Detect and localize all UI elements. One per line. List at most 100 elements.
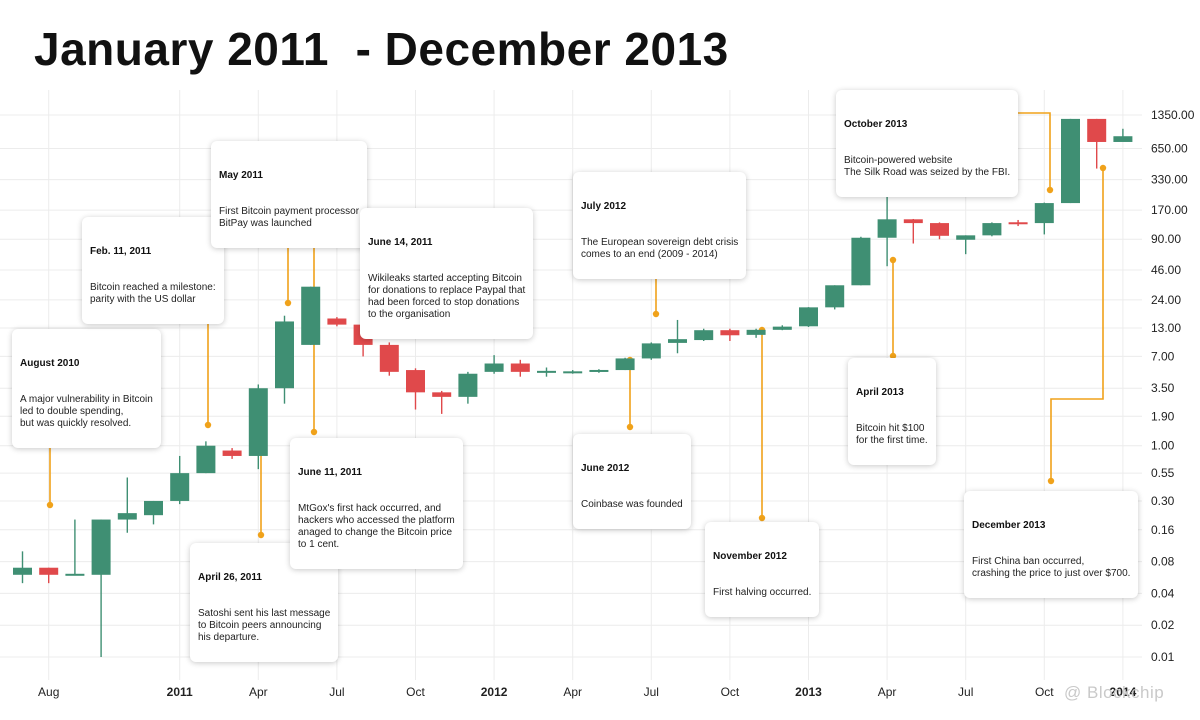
annotation-text: Bitcoin hit $100 for the first time. bbox=[856, 423, 928, 446]
candle-body bbox=[982, 223, 1002, 236]
candle-body bbox=[170, 473, 190, 501]
candle-body bbox=[746, 329, 766, 335]
candle-body bbox=[615, 358, 635, 371]
candle-body bbox=[956, 235, 976, 240]
candle-body bbox=[772, 326, 792, 330]
candle-body bbox=[91, 519, 111, 575]
annotation-jul-2012: July 2012 The European sovereign debt cr… bbox=[573, 172, 747, 279]
x-tick-label: Oct bbox=[406, 685, 425, 699]
x-tick-label: Jul bbox=[958, 685, 973, 699]
annotation-date: November 2012 bbox=[713, 551, 787, 562]
candle-body bbox=[379, 344, 399, 372]
candle-body bbox=[406, 370, 425, 393]
candle-body bbox=[641, 343, 661, 359]
annotation-dec-2013: December 2013 First China ban occurred, … bbox=[964, 491, 1139, 598]
y-tick-label: 650.00 bbox=[1151, 142, 1188, 156]
candle-body bbox=[327, 318, 347, 325]
x-tick-label: Apr bbox=[878, 685, 897, 699]
connector-dot bbox=[204, 421, 212, 429]
candle-body bbox=[825, 285, 845, 308]
annotation-text: Bitcoin reached a milestone: parity with… bbox=[90, 282, 216, 305]
y-tick-label: 0.30 bbox=[1151, 494, 1175, 508]
candle-body bbox=[877, 219, 897, 238]
annotation-text: Coinbase was founded bbox=[581, 499, 683, 510]
annotation-may-2011: May 2011 First Bitcoin payment processor… bbox=[211, 141, 368, 248]
candle-body bbox=[13, 567, 32, 575]
candle-body bbox=[799, 307, 818, 327]
annotation-date: August 2010 bbox=[20, 358, 80, 369]
candle-body bbox=[65, 573, 85, 576]
y-tick-label: 13.00 bbox=[1151, 321, 1181, 335]
x-tick-label: 2012 bbox=[481, 685, 508, 699]
candle-body bbox=[301, 286, 321, 345]
candle-body bbox=[1034, 203, 1054, 224]
y-tick-label: 3.50 bbox=[1151, 381, 1175, 395]
annotation-text: Bitcoin-powered website The Silk Road wa… bbox=[844, 155, 1011, 178]
x-tick-label: 2011 bbox=[167, 685, 193, 699]
annotation-date: June 14, 2011 bbox=[368, 237, 433, 248]
candle-body bbox=[903, 219, 923, 224]
x-tick-label: Jul bbox=[644, 685, 659, 699]
annotation-apr-2013: April 2013 Bitcoin hit $100 for the firs… bbox=[848, 358, 936, 465]
y-tick-label: 0.08 bbox=[1151, 555, 1175, 569]
candle-body bbox=[589, 369, 609, 372]
annotation-text: The European sovereign debt crisis comes… bbox=[581, 237, 739, 260]
y-tick-label: 0.02 bbox=[1151, 618, 1175, 632]
y-tick-label: 90.00 bbox=[1151, 232, 1181, 246]
candle-body bbox=[851, 237, 871, 286]
x-tick-label: Apr bbox=[563, 685, 582, 699]
candle-body bbox=[537, 370, 556, 373]
connector-dot bbox=[626, 423, 634, 431]
annotation-nov-2012: November 2012 First halving occurred. bbox=[705, 522, 820, 617]
y-tick-label: 1.90 bbox=[1151, 409, 1175, 423]
connector-dot bbox=[889, 256, 897, 264]
candle-body bbox=[144, 500, 163, 516]
annotation-date: December 2013 bbox=[972, 520, 1046, 531]
annotation-text: Wikileaks started accepting Bitcoin for … bbox=[368, 273, 526, 320]
connector-dot bbox=[889, 352, 897, 360]
y-tick-label: 1350.00 bbox=[1151, 108, 1195, 122]
x-tick-label: 2013 bbox=[795, 685, 822, 699]
candle-body bbox=[1087, 118, 1107, 142]
candle-body bbox=[1008, 222, 1028, 225]
annotation-date: April 26, 2011 bbox=[198, 572, 262, 583]
annotation-jun11-2011: June 11, 2011 MtGox's first hack occurre… bbox=[290, 438, 463, 569]
annotation-text: Satoshi sent his last message to Bitcoin… bbox=[198, 608, 331, 643]
x-tick-label: Apr bbox=[249, 685, 268, 699]
connector-dot bbox=[46, 501, 54, 509]
annotation-text: First Bitcoin payment processor BitPay w… bbox=[219, 206, 360, 229]
annotation-oct-2013: October 2013 Bitcoin-powered website The… bbox=[836, 90, 1019, 197]
annotation-text: A major vulnerability in Bitcoin led to … bbox=[20, 394, 153, 429]
connector-dot bbox=[758, 514, 766, 522]
candle-body bbox=[1061, 118, 1080, 204]
y-tick-label: 330.00 bbox=[1151, 173, 1188, 187]
annotation-date: Feb. 11, 2011 bbox=[90, 246, 152, 257]
y-tick-label: 0.55 bbox=[1151, 466, 1175, 480]
y-tick-label: 0.01 bbox=[1151, 650, 1175, 664]
y-tick-label: 46.00 bbox=[1151, 263, 1181, 277]
candle-body bbox=[1113, 136, 1133, 142]
candle-body bbox=[510, 363, 530, 372]
annotation-feb-2011: Feb. 11, 2011 Bitcoin reached a mileston… bbox=[82, 217, 224, 324]
annotation-date: June 2012 bbox=[581, 463, 630, 474]
watermark: @ Blockchip bbox=[1064, 683, 1165, 702]
candle-body bbox=[196, 445, 216, 474]
x-tick-label: Aug bbox=[38, 685, 59, 699]
connector-dot bbox=[310, 428, 318, 436]
annotation-jun14-2011: June 14, 2011 Wikileaks started acceptin… bbox=[360, 208, 534, 339]
annotation-date: April 2013 bbox=[856, 387, 904, 398]
connector-dot bbox=[284, 299, 292, 307]
annotation-text: First halving occurred. bbox=[713, 587, 812, 598]
candle-body bbox=[668, 339, 687, 343]
candle-body bbox=[117, 513, 137, 520]
candle-body bbox=[458, 373, 478, 397]
annotation-jun-2012: June 2012 Coinbase was founded bbox=[573, 434, 691, 529]
annotation-text: First China ban occurred, crashing the p… bbox=[972, 556, 1131, 579]
connector-dot bbox=[1047, 477, 1055, 485]
annotation-date: June 11, 2011 bbox=[298, 467, 362, 478]
annotation-aug-2010: August 2010 A major vulnerability in Bit… bbox=[12, 329, 161, 448]
x-tick-label: 2014 bbox=[1110, 685, 1137, 699]
annotation-date: October 2013 bbox=[844, 119, 908, 130]
candle-body bbox=[694, 330, 714, 341]
